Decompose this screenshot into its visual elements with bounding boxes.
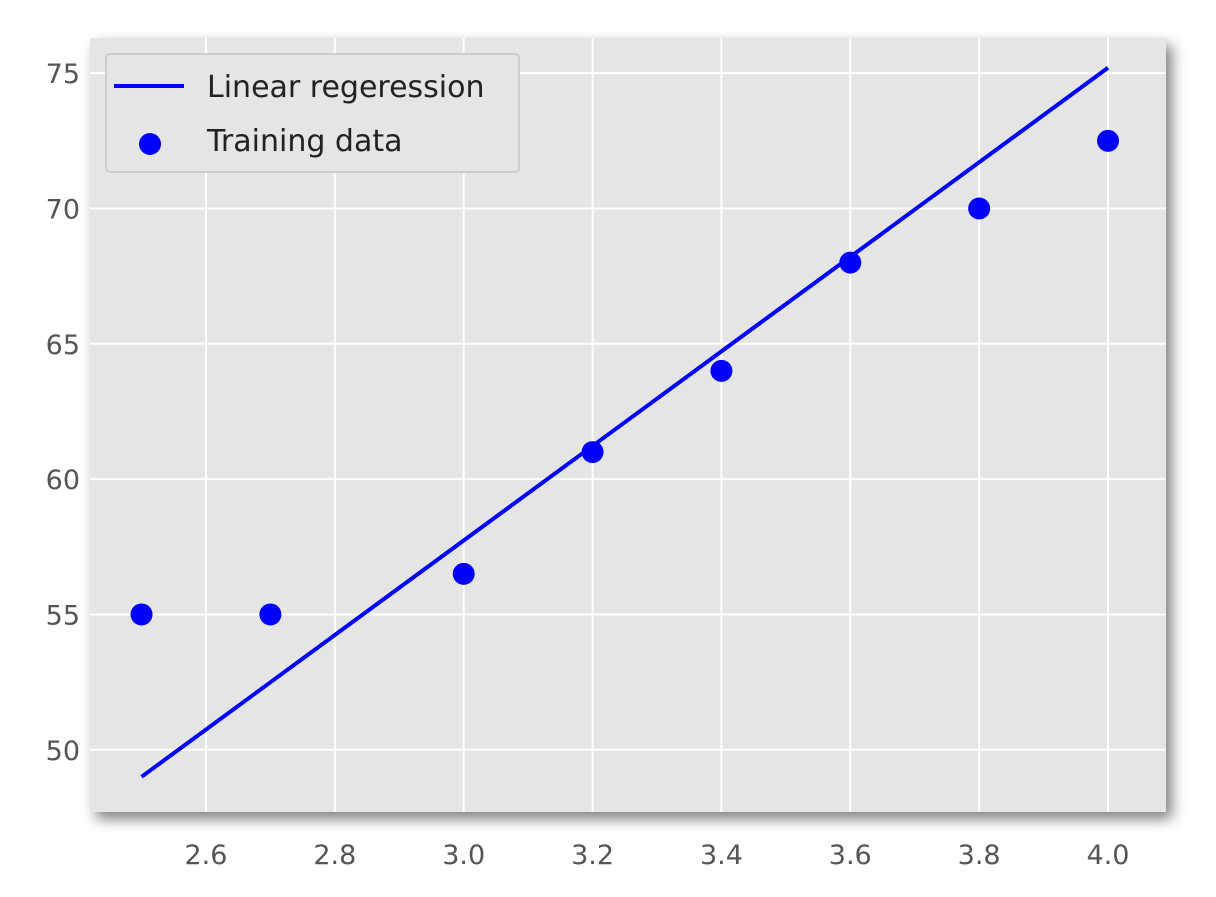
legend: Linear regeression Training data <box>105 53 520 173</box>
data-point <box>581 441 604 464</box>
x-tick-label: 3.8 <box>958 840 1001 871</box>
data-point <box>839 251 862 274</box>
legend-label-scatter: Training data <box>206 124 402 159</box>
x-tick-label: 3.4 <box>700 840 743 871</box>
y-tick-label: 75 <box>46 59 80 90</box>
x-tick-labels: 2.6 2.8 3.0 3.2 3.4 3.6 3.8 4.0 <box>184 840 1129 871</box>
data-point <box>968 197 991 220</box>
data-point <box>259 603 282 626</box>
data-point <box>452 562 475 585</box>
x-tick-label: 2.8 <box>313 840 356 871</box>
x-tick-label: 3.2 <box>571 840 614 871</box>
x-tick-label: 2.6 <box>184 840 227 871</box>
legend-label-line: Linear regeression <box>207 70 485 105</box>
y-tick-label: 55 <box>46 600 80 631</box>
y-tick-label: 50 <box>46 736 80 767</box>
regression-line <box>140 66 1110 779</box>
y-tick-label: 70 <box>46 194 80 225</box>
training-series <box>130 129 1120 626</box>
y-tick-label: 65 <box>46 330 80 361</box>
y-tick-labels: 50 55 60 65 70 75 <box>46 59 80 767</box>
data-point <box>130 603 153 626</box>
legend-scatter-marker <box>139 133 161 155</box>
x-tick-label: 3.0 <box>442 840 485 871</box>
regression-series <box>140 66 1110 779</box>
legend-box <box>105 53 520 173</box>
data-point <box>710 359 733 382</box>
x-tick-label: 3.6 <box>829 840 872 871</box>
x-tick-label: 4.0 <box>1087 840 1130 871</box>
data-point <box>1097 129 1120 152</box>
y-tick-label: 60 <box>46 465 80 496</box>
